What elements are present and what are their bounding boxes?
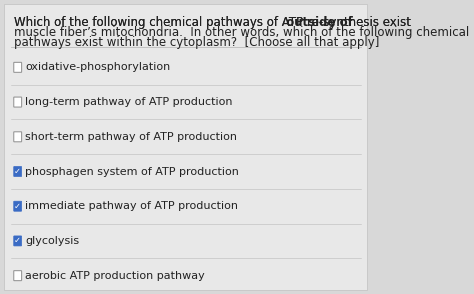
Text: ✓: ✓ xyxy=(14,167,21,176)
Text: oxidative-phosphorylation: oxidative-phosphorylation xyxy=(25,62,170,72)
Text: Which of the following chemical pathways of ATP re-synthesis exist: Which of the following chemical pathways… xyxy=(14,16,415,29)
Text: glycolysis: glycolysis xyxy=(25,236,79,246)
Text: pathways exist within the cytoplasm?  [Choose all that apply]: pathways exist within the cytoplasm? [Ch… xyxy=(14,36,380,49)
FancyBboxPatch shape xyxy=(14,62,22,72)
FancyBboxPatch shape xyxy=(14,201,22,211)
FancyBboxPatch shape xyxy=(14,271,22,281)
FancyBboxPatch shape xyxy=(4,4,367,290)
FancyBboxPatch shape xyxy=(14,166,22,176)
Text: phosphagen system of ATP production: phosphagen system of ATP production xyxy=(25,166,239,176)
Text: ✓: ✓ xyxy=(14,202,21,211)
Text: short-term pathway of ATP production: short-term pathway of ATP production xyxy=(25,132,237,142)
FancyBboxPatch shape xyxy=(14,236,22,246)
Text: long-term pathway of ATP production: long-term pathway of ATP production xyxy=(25,97,233,107)
Text: ✓: ✓ xyxy=(14,236,21,245)
FancyBboxPatch shape xyxy=(14,132,22,142)
FancyBboxPatch shape xyxy=(14,97,22,107)
Text: outside of: outside of xyxy=(14,16,353,29)
Text: immediate pathway of ATP production: immediate pathway of ATP production xyxy=(25,201,238,211)
Text: Which of the following chemical pathways of ATP re-synthesis exist: Which of the following chemical pathways… xyxy=(14,16,415,29)
Text: aerobic ATP production pathway: aerobic ATP production pathway xyxy=(25,271,205,281)
Text: Which of the following chemical pathways of ATP re-synthesis exist: Which of the following chemical pathways… xyxy=(14,16,415,29)
Text: muscle fiber’s mitochondria.  In other words, which of the following chemical: muscle fiber’s mitochondria. In other wo… xyxy=(14,26,469,39)
